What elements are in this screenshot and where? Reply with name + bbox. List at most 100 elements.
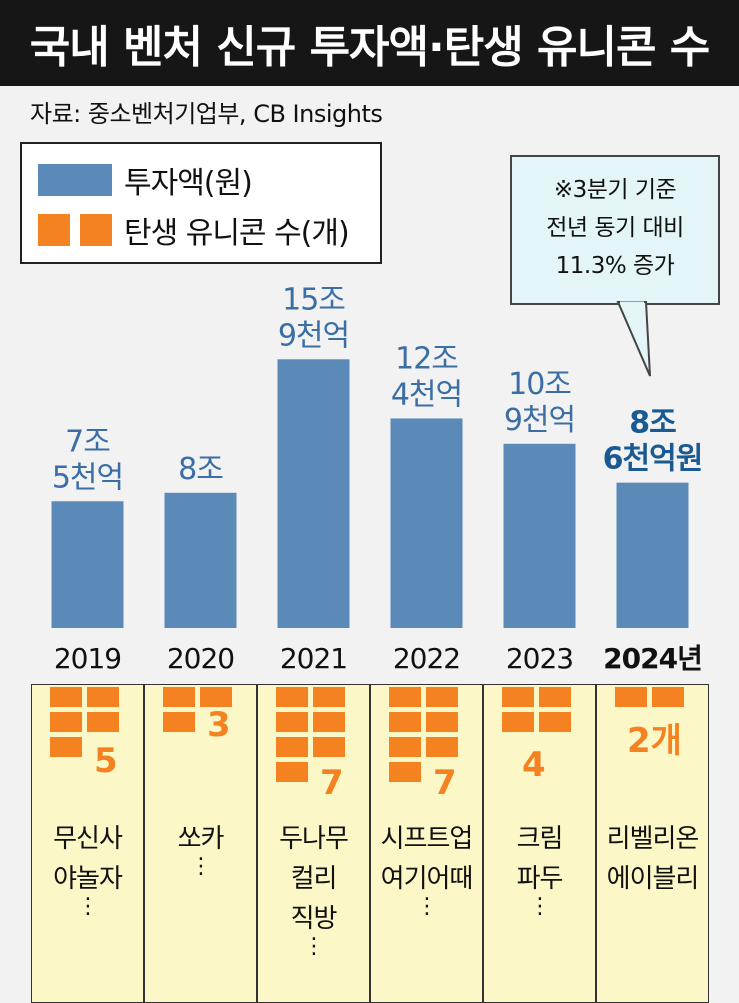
chart-title: 국내 벤처 신규 투자액·탄생 유니콘 수 bbox=[0, 0, 739, 86]
year-label: 2020 bbox=[167, 642, 234, 675]
company-name: 야놀자 bbox=[53, 864, 123, 894]
company-name: 시프트업 bbox=[380, 824, 474, 854]
unicorn-square bbox=[502, 687, 534, 707]
legend-square-swatch bbox=[38, 214, 70, 246]
more-indicator: ⋮ bbox=[77, 894, 99, 919]
unicorn-square bbox=[426, 737, 458, 757]
year-label: 2019 bbox=[54, 642, 121, 675]
year-label: 2023 bbox=[506, 642, 573, 675]
unicorn-square bbox=[276, 737, 308, 757]
callout-line: 11.3% 증가 bbox=[555, 253, 675, 279]
callout-line: 전년 동기 대비 bbox=[546, 215, 684, 241]
company-name: 파두 bbox=[516, 864, 564, 894]
legend-unicorns: 탄생 유니콘 수(개) bbox=[38, 208, 350, 252]
unicorn-square bbox=[426, 712, 458, 732]
investment-value-label: 6천억원 bbox=[603, 442, 703, 477]
unicorn-square bbox=[276, 762, 308, 782]
source-note: 자료: 중소벤처기업부, CB Insights bbox=[30, 100, 383, 128]
legend-investment-label: 투자액(원) bbox=[124, 166, 253, 201]
company-name: 직방 bbox=[290, 904, 338, 934]
unicorn-square bbox=[389, 762, 421, 782]
investment-bar-2022 bbox=[390, 418, 463, 628]
company-name: 크림 bbox=[516, 824, 564, 854]
unicorn-square bbox=[87, 687, 119, 707]
legend-bar-swatch bbox=[38, 164, 112, 196]
more-indicator: ⋮ bbox=[529, 894, 551, 919]
unicorn-count-label: 4 bbox=[522, 745, 546, 785]
investment-value-label: 8조 bbox=[629, 406, 676, 441]
unicorn-count-label: 2개 bbox=[627, 721, 682, 761]
company-name: 여기어때 bbox=[380, 864, 474, 894]
unicorn-square bbox=[389, 712, 421, 732]
company-name: 두나무 bbox=[279, 824, 349, 854]
unicorn-square bbox=[502, 712, 534, 732]
more-indicator: ⋮ bbox=[303, 934, 325, 959]
unicorn-count-label: 7 bbox=[433, 763, 457, 803]
investment-value-label: 9천억 bbox=[504, 403, 575, 438]
investment-bar-2019 bbox=[51, 501, 124, 628]
investment-value-label: 7조 bbox=[65, 424, 110, 459]
unicorn-count-label: 3 bbox=[207, 705, 231, 745]
legend: 투자액(원) 탄생 유니콘 수(개) bbox=[20, 142, 382, 264]
callout-note: ※3분기 기준 전년 동기 대비 11.3% 증가 bbox=[510, 155, 720, 305]
unicorn-square bbox=[389, 737, 421, 757]
investment-value-label: 12조 bbox=[395, 341, 458, 376]
more-indicator: ⋮ bbox=[190, 854, 212, 879]
investment-value-label: 9천억 bbox=[278, 318, 349, 353]
company-name: 컬리 bbox=[290, 864, 338, 894]
investment-value-label: 5천억 bbox=[52, 460, 123, 495]
investment-bar-2024년 bbox=[616, 482, 689, 628]
investment-bar-2023 bbox=[503, 443, 576, 628]
unicorn-square bbox=[426, 687, 458, 707]
legend-unicorns-label: 탄생 유니콘 수(개) bbox=[124, 216, 350, 251]
company-list: 쏘카 ⋮ bbox=[145, 819, 256, 879]
unicorn-panel-2020: 3 쏘카 ⋮ bbox=[144, 684, 257, 1003]
investment-value-label: 4천억 bbox=[391, 377, 462, 412]
legend-square-swatch bbox=[80, 214, 112, 246]
investment-value-label: 10조 bbox=[508, 367, 571, 402]
unicorn-square bbox=[163, 687, 195, 707]
unicorn-square bbox=[389, 687, 421, 707]
unicorn-square bbox=[163, 712, 195, 732]
unicorn-count-label: 5 bbox=[94, 741, 118, 781]
investment-value-label: 8조 bbox=[178, 452, 223, 487]
company-name: 쏘카 bbox=[177, 824, 225, 854]
callout-pointer bbox=[616, 301, 651, 377]
unicorn-count-label: 7 bbox=[320, 763, 344, 803]
company-name: 무신사 bbox=[53, 824, 123, 854]
investment-bar-2020 bbox=[164, 492, 237, 628]
investment-value-label: 15조 bbox=[282, 282, 345, 317]
callout-line: ※3분기 기준 bbox=[553, 177, 677, 203]
unicorn-square bbox=[50, 737, 82, 757]
company-name: 리벨리온 bbox=[606, 824, 700, 854]
year-label: 2021 bbox=[280, 642, 347, 675]
unicorn-square bbox=[87, 712, 119, 732]
company-name: 에이블리 bbox=[606, 864, 700, 894]
unicorn-square bbox=[652, 687, 684, 707]
unicorn-square bbox=[313, 737, 345, 757]
legend-investment: 투자액(원) bbox=[38, 158, 253, 202]
unicorn-square bbox=[276, 687, 308, 707]
year-label: 2024년 bbox=[603, 642, 702, 675]
unicorn-square bbox=[539, 712, 571, 732]
investment-bar-2021 bbox=[277, 359, 350, 628]
unicorn-square bbox=[276, 712, 308, 732]
unicorn-square bbox=[200, 687, 232, 707]
unicorn-square bbox=[50, 687, 82, 707]
unicorn-square bbox=[313, 687, 345, 707]
year-label: 2022 bbox=[393, 642, 460, 675]
unicorn-square bbox=[50, 712, 82, 732]
more-indicator: ⋮ bbox=[416, 894, 438, 919]
unicorn-square bbox=[615, 687, 647, 707]
